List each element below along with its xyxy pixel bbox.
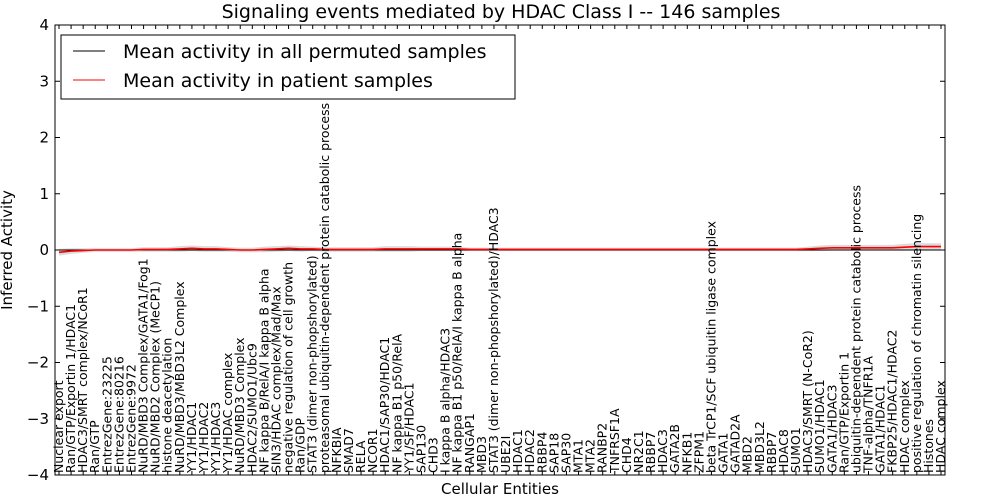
x-category-label: Nuclear export	[51, 380, 66, 473]
y-tick-label: 3	[39, 72, 49, 90]
x-category-label: HDAC3/SMRT complex/NCoR1	[75, 287, 90, 473]
y-tick-label: −2	[27, 354, 49, 372]
x-category-label: Ran/GDP	[293, 417, 308, 473]
x-category-label: Ran/GTP	[87, 420, 102, 473]
y-tick-label: 4	[39, 16, 49, 34]
x-category-label: NCOR1	[365, 428, 380, 473]
x-category-label: GATA1/HDAC3	[824, 385, 839, 473]
x-category-label: NuRD/MBD3 Complex	[232, 337, 247, 473]
x-category-label: RBBP7	[643, 432, 658, 473]
x-category-label: HDAC2	[522, 429, 537, 473]
x-category-label: NF kappa B1 p50/RelA/I kappa B alpha	[450, 233, 465, 473]
y-tick-label: 1	[39, 185, 49, 203]
x-category-label: HDAC3	[655, 429, 670, 473]
x-category-label: beta TrCP1/SCF ubiquitin ligase complex	[703, 221, 718, 473]
x-category-label: SIN3/HDAC complex/Mad/Max	[269, 286, 284, 473]
x-category-label: ZFPM1	[691, 431, 706, 473]
x-category-label: positive regulation of chromatin silenci…	[909, 214, 924, 473]
x-category-label: YY1/HDAC1	[184, 402, 199, 474]
x-category-label: NF kappa B/RelA/I kappa B alpha	[256, 268, 271, 473]
x-category-label: CHD3	[426, 437, 441, 473]
x-category-label: YY1/HDAC complex	[220, 353, 235, 474]
x-category-label: ubiquitin-dependent protein catabolic pr…	[848, 185, 863, 473]
x-category-label: HDAC1/SAP30/HDAC1	[377, 337, 392, 473]
chart-title: Signaling events mediated by HDAC Class …	[222, 1, 781, 23]
x-category-label: STAT3 (dimer non-phopshorylated)/HDAC3	[486, 207, 501, 473]
x-category-label: CHD4	[619, 437, 634, 473]
x-category-label: HDAC3/SMRT (N-CoR2)	[800, 330, 815, 473]
x-category-label: YY1/SF/HDAC1	[401, 382, 416, 474]
x-category-label: EntrezGene:80216	[111, 356, 126, 473]
x-category-label: SUMO1/HDAC1	[812, 379, 827, 473]
x-category-label: SAP30	[559, 433, 574, 473]
x-category-label: SUMO1	[788, 427, 803, 473]
x-category-label: HDAC complex	[933, 380, 948, 473]
legend-box	[60, 34, 516, 100]
x-category-label: Histones	[921, 419, 936, 473]
x-category-label: GATA1/HDAC1	[873, 385, 888, 473]
x-category-label: proteasomal ubiquitin-dependent protein …	[317, 103, 332, 473]
x-category-label: RELA	[353, 440, 368, 473]
y-tick-label: 0	[39, 241, 49, 259]
x-category-label: RBBP4	[534, 432, 549, 473]
x-category-label: Ran/GTP/Exportin 1	[836, 352, 851, 473]
x-category-label: NR2C1	[631, 430, 646, 473]
x-category-label: RANGAP1	[462, 413, 477, 473]
x-category-label: GATA1	[716, 433, 731, 473]
x-category-label: RANBP2	[595, 423, 610, 473]
x-category-label: GATA2B	[667, 424, 682, 473]
x-category-label: YY1/HDAC3	[208, 402, 223, 474]
x-category-label: negative regulation of cell growth	[281, 262, 296, 473]
x-category-label: HDAC1	[510, 429, 525, 473]
x-category-label: histone deacetylation	[160, 338, 175, 473]
x-category-label: TNFRSF1A	[607, 408, 622, 474]
legend: Mean activity in all permuted samples Me…	[60, 34, 516, 100]
y-tick-label: −1	[27, 297, 49, 315]
y-tick-label: −3	[27, 410, 49, 428]
x-category-label: NFKBIA	[329, 427, 344, 473]
x-category-label: RBBP7	[764, 432, 779, 473]
x-category-label: HDAC2/SUMO1/Ubc9	[244, 343, 259, 473]
x-category-label: MTA2	[583, 439, 598, 473]
x-category-label: YY1/HDAC2	[196, 402, 211, 474]
x-category-label: SAP18	[546, 433, 561, 473]
y-axis-title: Inferred Activity	[0, 190, 16, 310]
x-category-label: SAP130	[414, 425, 429, 473]
x-axis-title: Cellular Entities	[441, 480, 559, 498]
series-line-patient	[58, 245, 941, 254]
x-category-label: MBD3	[474, 436, 489, 473]
x-category-label: FKBP25/HDAC1/HDAC2	[885, 330, 900, 473]
x-category-label: NuRD/MBD2 Complex (MeCP1)	[148, 281, 163, 473]
x-category-label: GATAD2A	[728, 414, 743, 473]
x-category-label: EntrezGene:9972	[124, 364, 139, 473]
x-category-label: UBE2I	[498, 436, 513, 473]
x-category-label: NFKB1	[679, 432, 694, 473]
x-category-label: I kappa B alpha/HDAC3	[438, 328, 453, 473]
x-category-label: HDAC complex	[897, 380, 912, 473]
x-category-label: TNF-alpha/TNFR1A	[861, 356, 876, 474]
x-category-label: STAT3 (dimer non-phopshorylated)	[305, 255, 320, 473]
x-category-label: MBD2	[740, 436, 755, 473]
x-category-label: NF kappa B1 p50/RelA	[389, 333, 404, 473]
x-category-label: Ran/GTP/Exportin 1/HDAC1	[63, 304, 78, 473]
legend-label-permuted: Mean activity in all permuted samples	[123, 41, 486, 63]
y-tick-label: −4	[27, 466, 49, 484]
x-category-label: SMAD7	[341, 428, 356, 473]
x-category-label: EntrezGene:23225	[99, 356, 114, 473]
x-category-label: NuRD/MBD3/MBD3L2 Complex	[172, 281, 187, 473]
x-category-label: MTA1	[571, 439, 586, 473]
x-category-label: NuRD/MBD3 Complex/GATA1/Fog1	[136, 258, 151, 473]
y-tick-label: 2	[39, 129, 49, 147]
x-category-label: MBD3L2	[752, 421, 767, 473]
x-category-label: HDAC8	[776, 429, 791, 473]
legend-label-patient: Mean activity in patient samples	[123, 70, 433, 92]
